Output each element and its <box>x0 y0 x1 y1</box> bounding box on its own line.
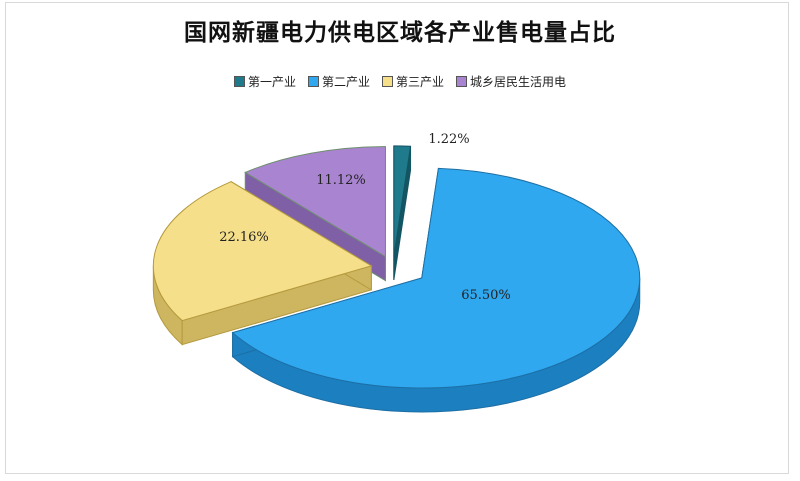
legend: 第一产业 第二产业 第三产业 城乡居民生活用电 <box>0 73 800 90</box>
slice-tertiary-top <box>152 181 373 322</box>
slice-tertiary <box>152 180 373 346</box>
data-label-residential: 11.12% <box>316 173 366 188</box>
legend-label-residential: 城乡居民生活用电 <box>470 75 567 89</box>
legend-item-tertiary: 第三产业 <box>382 73 444 90</box>
legend-label-primary: 第一产业 <box>247 75 296 89</box>
slice-secondary-top <box>231 167 641 389</box>
legend-item-secondary: 第二产业 <box>307 73 370 90</box>
legend-swatch-residential <box>456 76 468 87</box>
legend-swatch-tertiary <box>382 76 393 87</box>
data-label-primary: 1.22% <box>428 132 469 147</box>
slice-residential-top <box>244 146 386 258</box>
legend-item-primary: 第一产业 <box>233 73 296 90</box>
data-label-secondary: 65.50% <box>461 288 511 303</box>
slice-primary-top <box>393 145 412 256</box>
legend-swatch-primary <box>233 76 245 87</box>
slice-primary <box>393 145 412 280</box>
chart-title: 国网新疆电力供电区域各产业售电量占比 <box>184 20 616 46</box>
legend-label-tertiary: 第三产业 <box>396 75 445 89</box>
data-label-tertiary: 22.16% <box>219 230 269 245</box>
slice-secondary <box>231 167 641 413</box>
legend-item-residential: 城乡居民生活用电 <box>456 73 566 90</box>
legend-swatch-secondary <box>307 76 319 87</box>
legend-label-secondary: 第二产业 <box>321 75 370 89</box>
